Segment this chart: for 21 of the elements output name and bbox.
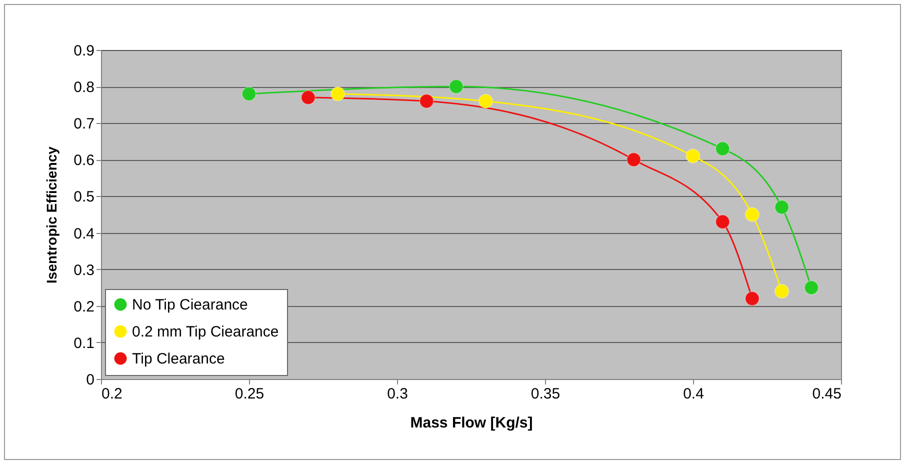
y-tick-label: 0.4 xyxy=(74,225,94,242)
y-tick-label: 0.6 xyxy=(74,152,94,170)
x-tick-label: 0.45 xyxy=(812,386,842,402)
y-tick-label: 0.7 xyxy=(74,116,94,133)
x-axis-title: Mass Flow [Kg/s] xyxy=(410,414,533,432)
x-tick-label: 0.35 xyxy=(530,386,560,402)
x-tick-label: 0.4 xyxy=(683,386,704,402)
y-axis-title: Isentropic Efficiency xyxy=(44,146,60,284)
legend-label: Tip Clearance xyxy=(132,350,225,368)
x-tick-label: 0.3 xyxy=(387,386,408,402)
legend-label: 0.2 mm Tip Ciearance xyxy=(132,324,279,340)
y-tick-label: 0.1 xyxy=(74,334,94,352)
x-tick-label: 0.25 xyxy=(234,386,264,402)
y-tick-label: 0 xyxy=(86,372,94,388)
y-tick-label: 0.3 xyxy=(74,262,94,279)
y-tick-label: 0.2 xyxy=(74,298,94,316)
x-tick-label: 0.2 xyxy=(102,386,122,402)
legend-label: No Tip Ciearance xyxy=(132,296,248,314)
y-tick-label: 0.8 xyxy=(74,79,94,96)
y-tick-label: 0.5 xyxy=(74,188,94,206)
y-tick-label: 0.9 xyxy=(74,42,94,60)
